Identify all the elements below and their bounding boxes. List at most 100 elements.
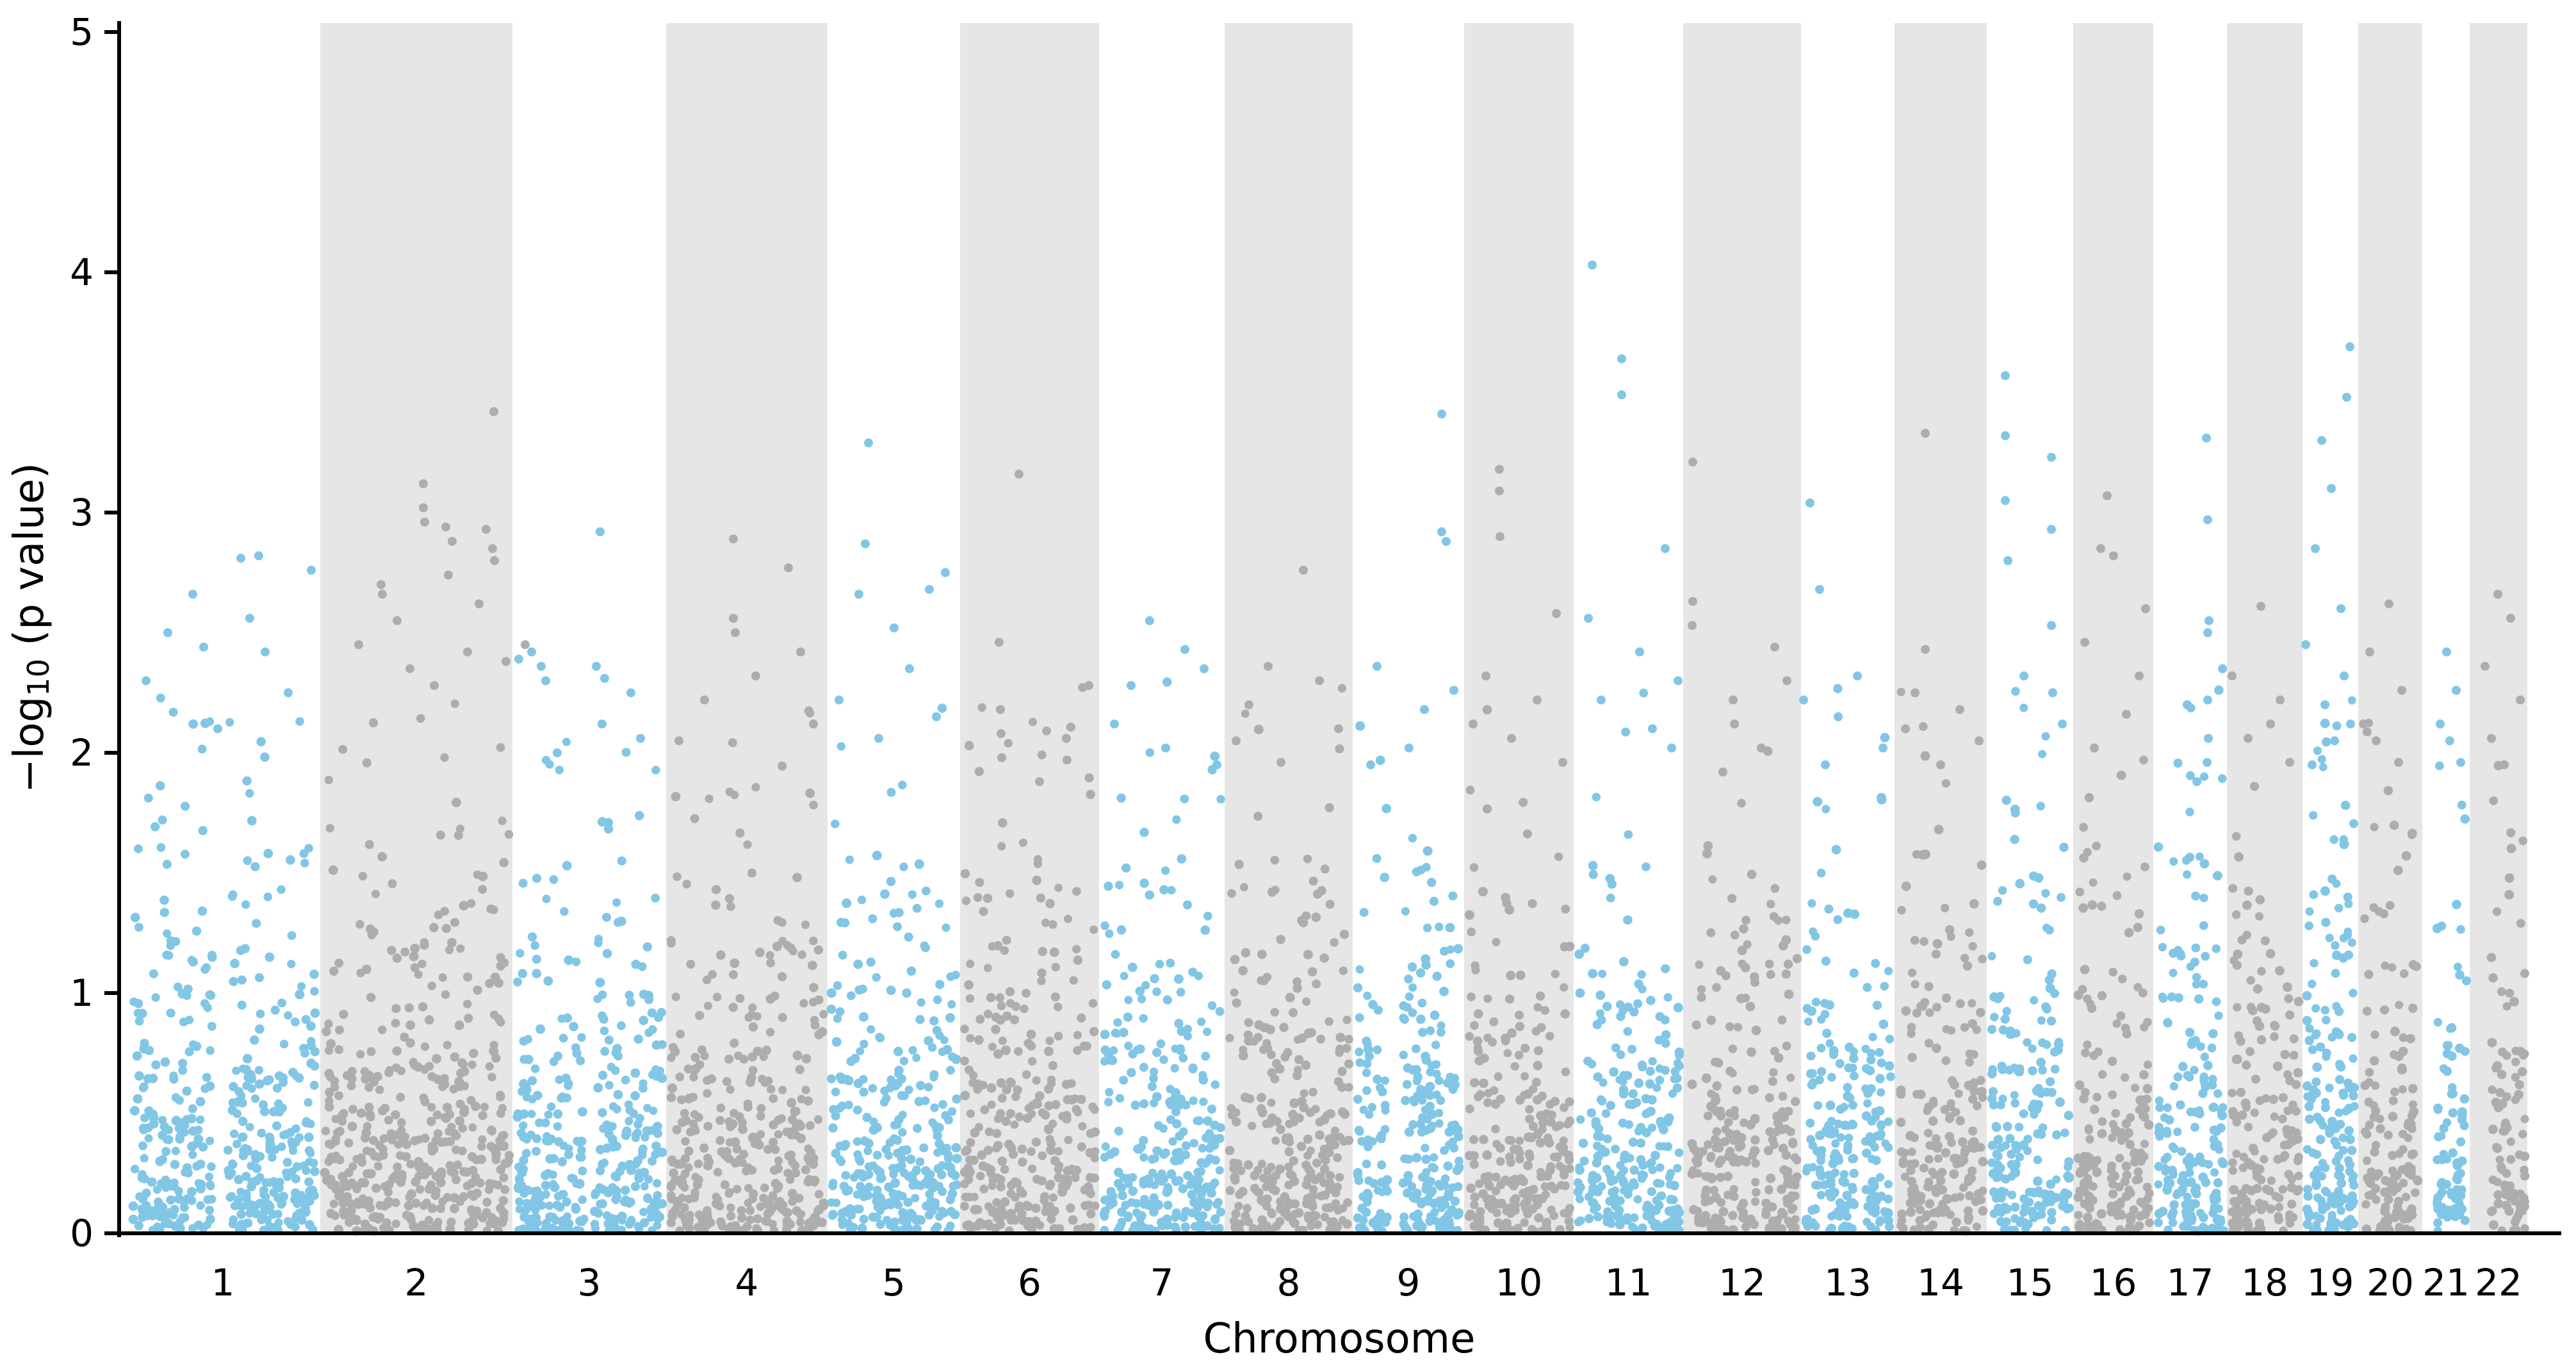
- chr-10-outlier-point: [1481, 671, 1490, 680]
- chr-14-outlier-point: [1936, 760, 1945, 769]
- x-tick-label-10: 10: [1496, 1261, 1543, 1304]
- chr-11-outlier-point: [1667, 743, 1676, 753]
- y-tick-label-5: 5: [70, 10, 94, 54]
- x-tick-label-17: 17: [2167, 1261, 2214, 1304]
- chr-9-outlier-point: [1405, 743, 1414, 753]
- axes-layer: [104, 21, 2561, 1237]
- chr-16-outlier-point: [2103, 491, 2112, 500]
- chr-17-outlier-point: [2203, 628, 2212, 637]
- chr-19-outlier-point: [2330, 736, 2339, 746]
- chr-19-outlier-point: [2342, 393, 2351, 402]
- x-tick-label-9: 9: [1397, 1261, 1421, 1304]
- x-tick-label-2: 2: [405, 1261, 428, 1304]
- chr-19-outlier-point: [2301, 640, 2310, 650]
- chr-14-points: [1896, 429, 1988, 1236]
- chr-13-outlier-point: [1815, 585, 1824, 594]
- chr-6-outlier-point: [995, 637, 1004, 647]
- chr-9-outlier-point: [1449, 686, 1458, 695]
- chr-6-outlier-point: [1084, 681, 1093, 690]
- chr-9-outlier-point: [1366, 760, 1375, 769]
- chr-20-outlier-point: [2384, 599, 2393, 609]
- chr-21-outlier-point: [2436, 719, 2445, 728]
- x-tick-label-22: 22: [2475, 1261, 2522, 1304]
- y-axis-label-suffix: (p value): [6, 463, 53, 659]
- chr-16-outlier-point: [2122, 710, 2131, 719]
- chr-15-outlier-point: [2001, 431, 2010, 440]
- chr-15-outlier-point: [2047, 525, 2056, 534]
- chr-2-outlier-point: [490, 556, 499, 565]
- chr-1-outlier-point: [245, 614, 254, 623]
- y-axis-label: −log10 (p value): [6, 463, 56, 793]
- chr-5-points: [826, 438, 962, 1236]
- chr-15-points: [1987, 371, 2075, 1235]
- chr-2-outlier-point: [430, 681, 439, 690]
- chr-8-outlier-point: [1299, 566, 1308, 575]
- chr-12-outlier-point: [1757, 743, 1766, 753]
- chr-18-outlier-point: [2244, 734, 2253, 743]
- chr-18-outlier-point: [2250, 782, 2259, 791]
- chr-2-outlier-point: [463, 647, 472, 657]
- chr-21-outlier-point: [2442, 647, 2451, 657]
- chr-11-outlier-point: [1635, 647, 1644, 657]
- y-tick-mark-4: [104, 270, 117, 274]
- chr-7-outlier-point: [1212, 760, 1221, 769]
- chr-3-outlier-point: [592, 662, 601, 671]
- chr-band-4: [666, 23, 827, 1233]
- chr-8-outlier-point: [1264, 662, 1273, 671]
- y-tick-label-2: 2: [70, 731, 94, 775]
- x-tick-label-13: 13: [1824, 1261, 1871, 1304]
- chr-7-outlier-point: [1180, 645, 1189, 654]
- chr-17-points: [2153, 433, 2228, 1236]
- chr-2-outlier-point: [521, 640, 530, 650]
- chr-5-outlier-point: [932, 712, 941, 721]
- chr-4-outlier-point: [809, 719, 818, 728]
- x-tick-label-4: 4: [735, 1261, 759, 1304]
- chr-3-points: [512, 527, 667, 1236]
- chromosome-shading-bands: [320, 23, 2527, 1233]
- chr-15-outlier-point: [2048, 688, 2057, 698]
- chr-2-outlier-point: [441, 522, 450, 532]
- chr-15-outlier-point: [2047, 452, 2056, 462]
- chr-11-outlier-point: [1648, 724, 1657, 734]
- chr-11-outlier-point: [1674, 676, 1683, 686]
- chr-10-outlier-point: [1507, 734, 1516, 743]
- chr-4-outlier-point: [700, 695, 709, 705]
- chr-2-outlier-point: [475, 599, 484, 609]
- chr-4-outlier-point: [674, 736, 683, 746]
- chr-12-outlier-point: [1688, 621, 1697, 630]
- chr-9-outlier-point: [1437, 527, 1446, 536]
- chr-16-outlier-point: [2109, 551, 2118, 561]
- chr-12-outlier-point: [1729, 695, 1738, 705]
- chr-2-outlier-point: [419, 503, 428, 513]
- chr-17-outlier-point: [2202, 433, 2211, 443]
- chr-4-outlier-point: [796, 647, 805, 657]
- chr-19-outlier-point: [2308, 760, 2317, 769]
- chr-21-outlier-point: [2452, 686, 2461, 695]
- chr-17-outlier-point: [2204, 734, 2213, 743]
- chr-band-10: [1464, 23, 1574, 1233]
- chr-18-outlier-point: [2285, 758, 2294, 767]
- x-tick-label-21: 21: [2422, 1261, 2470, 1304]
- chr-13-outlier-point: [1821, 760, 1830, 769]
- chr-band-12: [1683, 23, 1801, 1233]
- chr-8-outlier-point: [1232, 736, 1241, 746]
- chr-16-outlier-point: [2096, 544, 2105, 554]
- chr-9-points: [1353, 409, 1464, 1236]
- chr-2-outlier-point: [393, 616, 402, 625]
- chr-17-outlier-point: [2203, 758, 2212, 767]
- chr-22-outlier-point: [2516, 695, 2525, 705]
- chr-19-outlier-point: [2346, 719, 2355, 728]
- chr-20-outlier-point: [2397, 686, 2406, 695]
- chr-2-outlier-point: [354, 640, 363, 650]
- chr-10-outlier-point: [1495, 486, 1504, 496]
- chr-22-points: [2481, 589, 2530, 1235]
- chr-4-points: [666, 534, 829, 1236]
- chr-13-outlier-point: [1834, 712, 1843, 721]
- chr-1-outlier-point: [261, 647, 270, 657]
- chr-18-outlier-point: [2266, 719, 2275, 728]
- chr-16-outlier-point: [2090, 743, 2099, 753]
- chr-9-outlier-point: [1373, 662, 1382, 671]
- chr-13-outlier-point: [1879, 743, 1887, 753]
- chr-11-outlier-point: [1597, 695, 1606, 705]
